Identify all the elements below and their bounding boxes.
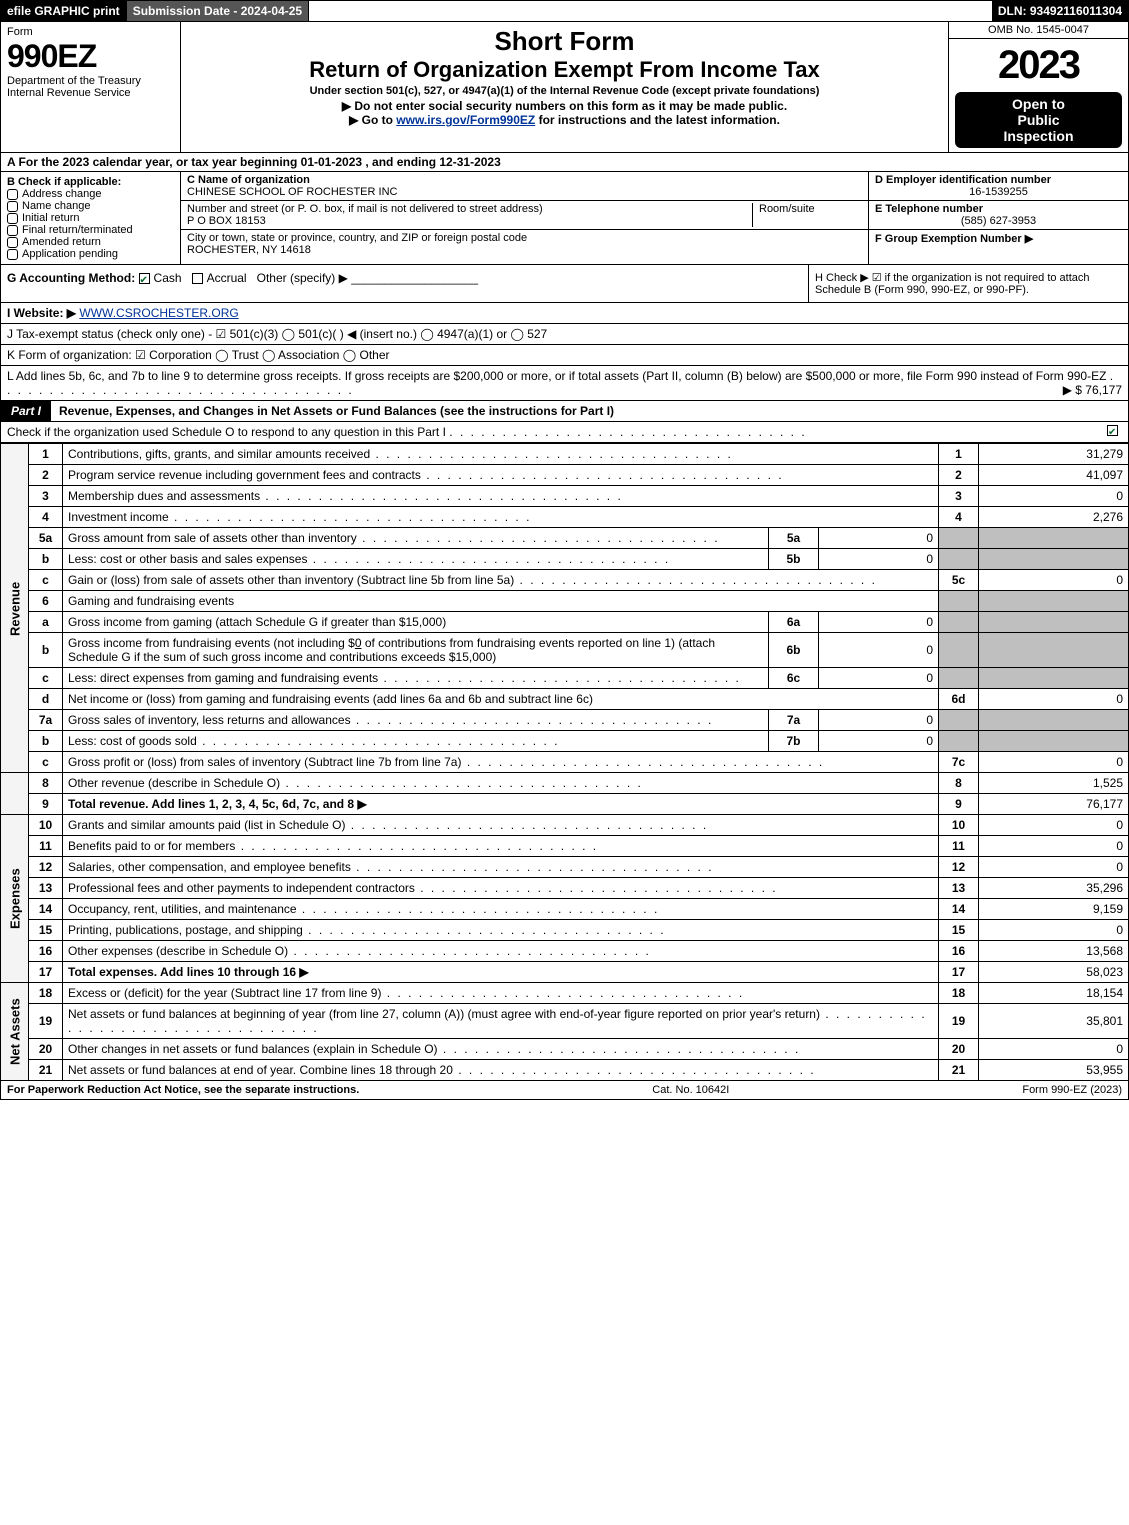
org-info-block: B Check if applicable: Address change Na…	[0, 172, 1129, 265]
chk-final-return[interactable]	[7, 225, 18, 236]
side-revenue: Revenue	[1, 444, 29, 773]
gross-receipts-amount: ▶ $ 76,177	[1063, 383, 1122, 397]
d-label: D Employer identification number	[875, 174, 1122, 186]
row-j-tax-exempt: J Tax-exempt status (check only one) - ☑…	[0, 324, 1129, 345]
paperwork-notice: For Paperwork Reduction Act Notice, see …	[7, 1084, 359, 1096]
subval-7b: 0	[819, 731, 939, 752]
part1-title: Revenue, Expenses, and Changes in Net As…	[51, 401, 1128, 421]
accounting-method: G Accounting Method: Cash Accrual Other …	[1, 265, 808, 302]
org-city: ROCHESTER, NY 14618	[187, 244, 862, 256]
ein: 16-1539255	[875, 186, 1122, 198]
c-street-label: Number and street (or P. O. box, if mail…	[187, 203, 752, 215]
e-label: E Telephone number	[875, 203, 1122, 215]
chk-name-change[interactable]	[7, 201, 18, 212]
form-footer-id: Form 990-EZ (2023)	[1022, 1084, 1122, 1096]
dept-treasury: Department of the Treasury	[7, 75, 174, 87]
org-street: P O BOX 18153	[187, 215, 752, 227]
section-sub: Under section 501(c), 527, or 4947(a)(1)…	[187, 85, 942, 97]
side-net-assets: Net Assets	[1, 983, 29, 1081]
val-8: 1,525	[979, 773, 1129, 794]
goto-instructions: ▶ Go to www.irs.gov/Form990EZ for instru…	[187, 113, 942, 127]
c-name-label: C Name of organization	[187, 174, 862, 186]
col-b-check-applicable: B Check if applicable: Address change Na…	[1, 172, 181, 264]
f-label: F Group Exemption Number ▶	[875, 232, 1122, 245]
part1-header: Part I Revenue, Expenses, and Changes in…	[0, 401, 1129, 422]
tax-year: 2023	[955, 43, 1122, 88]
val-10: 0	[979, 815, 1129, 836]
val-14: 9,159	[979, 899, 1129, 920]
row-g-h: G Accounting Method: Cash Accrual Other …	[0, 265, 1129, 303]
org-name: CHINESE SCHOOL OF ROCHESTER INC	[187, 186, 862, 198]
col-c-name-address: C Name of organization CHINESE SCHOOL OF…	[181, 172, 868, 264]
subval-6b: 0	[819, 633, 939, 668]
ssn-warning: ▶ Do not enter social security numbers o…	[187, 99, 942, 113]
val-6d: 0	[979, 689, 1129, 710]
val-7c: 0	[979, 752, 1129, 773]
subval-6c: 0	[819, 668, 939, 689]
chk-cash[interactable]	[139, 273, 150, 284]
irs: Internal Revenue Service	[7, 87, 174, 99]
irs-link[interactable]: www.irs.gov/Form990EZ	[396, 113, 535, 127]
telephone: (585) 627-3953	[875, 215, 1122, 227]
chk-schedule-o[interactable]	[1107, 425, 1118, 436]
dln: DLN: 93492116011304	[992, 1, 1128, 21]
val-18: 18,154	[979, 983, 1129, 1004]
cat-no: Cat. No. 10642I	[359, 1084, 1022, 1096]
chk-address-change[interactable]	[7, 189, 18, 200]
val-17: 58,023	[979, 962, 1129, 983]
col-d-ein-phone: D Employer identification number 16-1539…	[868, 172, 1128, 264]
val-9: 76,177	[979, 794, 1129, 815]
val-4: 2,276	[979, 507, 1129, 528]
website-link[interactable]: WWW.CSROCHESTER.ORG	[79, 306, 238, 320]
room-suite-label: Room/suite	[759, 203, 862, 215]
c-city-label: City or town, state or province, country…	[187, 232, 862, 244]
val-11: 0	[979, 836, 1129, 857]
row-a-calendar-year: A For the 2023 calendar year, or tax yea…	[0, 153, 1129, 172]
efile-label[interactable]: efile GRAPHIC print	[1, 1, 127, 21]
val-3: 0	[979, 486, 1129, 507]
val-13: 35,296	[979, 878, 1129, 899]
form-number: 990EZ	[7, 38, 174, 75]
subval-5a: 0	[819, 528, 939, 549]
return-title: Return of Organization Exempt From Incom…	[187, 57, 942, 83]
row-l-gross-receipts: L Add lines 5b, 6c, and 7b to line 9 to …	[0, 366, 1129, 401]
page-footer: For Paperwork Reduction Act Notice, see …	[0, 1081, 1129, 1100]
form-header: Form 990EZ Department of the Treasury In…	[0, 22, 1129, 153]
h-schedule-b: H Check ▶ ☑ if the organization is not r…	[808, 265, 1128, 302]
chk-amended-return[interactable]	[7, 237, 18, 248]
val-15: 0	[979, 920, 1129, 941]
header-left: Form 990EZ Department of the Treasury In…	[1, 22, 181, 152]
b-label: B Check if applicable:	[7, 176, 174, 188]
val-16: 13,568	[979, 941, 1129, 962]
omb-number: OMB No. 1545-0047	[949, 22, 1128, 39]
val-20: 0	[979, 1039, 1129, 1060]
val-5c: 0	[979, 570, 1129, 591]
val-12: 0	[979, 857, 1129, 878]
short-form: Short Form	[187, 26, 942, 57]
row-k-form-org: K Form of organization: ☑ Corporation ◯ …	[0, 345, 1129, 366]
subval-5b: 0	[819, 549, 939, 570]
form-word: Form	[7, 26, 174, 38]
row-i-website: I Website: ▶ WWW.CSROCHESTER.ORG	[0, 303, 1129, 324]
chk-initial-return[interactable]	[7, 213, 18, 224]
part1-tab: Part I	[1, 401, 51, 421]
part1-check-row: Check if the organization used Schedule …	[0, 422, 1129, 443]
side-expenses: Expenses	[1, 815, 29, 983]
chk-application-pending[interactable]	[7, 249, 18, 260]
val-1: 31,279	[979, 444, 1129, 465]
top-bar: efile GRAPHIC print Submission Date - 20…	[0, 0, 1129, 22]
subval-7a: 0	[819, 710, 939, 731]
chk-accrual[interactable]	[192, 273, 203, 284]
submission-date: Submission Date - 2024-04-25	[127, 1, 309, 21]
part1-table: Revenue 1 Contributions, gifts, grants, …	[0, 443, 1129, 1081]
subval-6a: 0	[819, 612, 939, 633]
val-2: 41,097	[979, 465, 1129, 486]
val-19: 35,801	[979, 1004, 1129, 1039]
header-center: Short Form Return of Organization Exempt…	[181, 22, 948, 152]
open-public-badge: Open to Public Inspection	[955, 92, 1122, 148]
header-right: OMB No. 1545-0047 2023 Open to Public In…	[948, 22, 1128, 152]
val-21: 53,955	[979, 1060, 1129, 1081]
